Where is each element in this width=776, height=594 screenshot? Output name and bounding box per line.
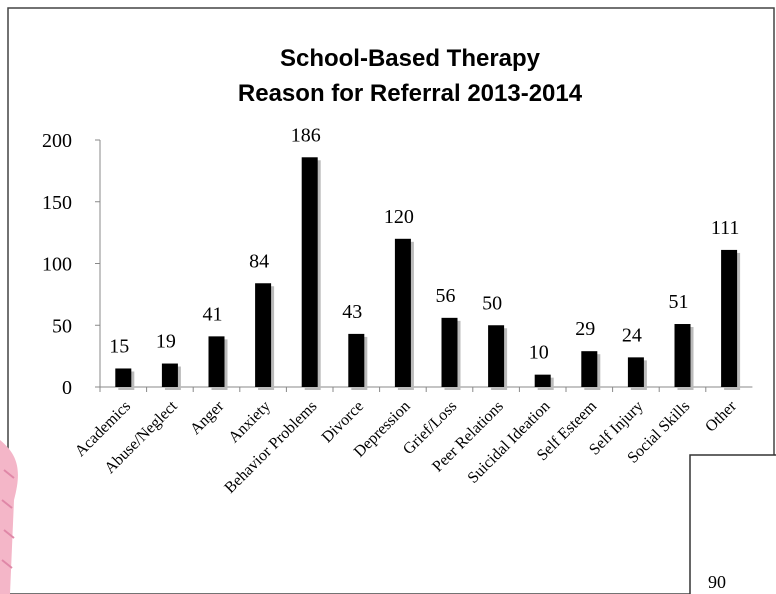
value-label: 111 — [711, 217, 740, 239]
y-tick-label: 200 — [42, 130, 72, 152]
overlay-tick-label: 90 — [708, 572, 726, 592]
overlay-chart-frame — [689, 454, 776, 594]
y-tick-label: 150 — [42, 192, 72, 214]
chart-frame — [7, 7, 775, 594]
value-label: 10 — [529, 342, 549, 364]
bar — [394, 238, 411, 387]
bar — [441, 317, 458, 387]
bar — [208, 336, 225, 387]
value-label: 186 — [291, 124, 321, 146]
value-label: 50 — [482, 292, 502, 314]
bar — [115, 368, 132, 387]
bar — [255, 283, 272, 387]
bar — [301, 157, 318, 387]
bar — [534, 374, 551, 387]
bar — [627, 357, 644, 387]
bar — [348, 333, 365, 387]
value-label: 19 — [156, 331, 176, 353]
value-label: 84 — [249, 250, 269, 272]
y-tick-label: 100 — [42, 254, 72, 276]
value-label: 41 — [203, 303, 223, 325]
chart-subtitle: Reason for Referral 2013-2014 — [238, 80, 583, 107]
bar — [674, 324, 691, 387]
bar — [488, 325, 505, 387]
background-decoration — [1, 469, 15, 569]
value-label: 24 — [622, 324, 642, 346]
value-label: 120 — [384, 206, 414, 228]
value-label: 51 — [669, 291, 689, 313]
bar — [581, 351, 598, 387]
y-tick-label: 0 — [62, 377, 72, 399]
value-label: 29 — [575, 318, 595, 340]
value-label: 15 — [109, 335, 129, 357]
y-tick-label: 50 — [52, 315, 72, 337]
value-label: 43 — [342, 301, 362, 323]
bar — [161, 363, 178, 387]
chart-title: School-Based Therapy — [280, 45, 541, 72]
bar — [721, 249, 738, 387]
value-label: 56 — [436, 285, 456, 307]
